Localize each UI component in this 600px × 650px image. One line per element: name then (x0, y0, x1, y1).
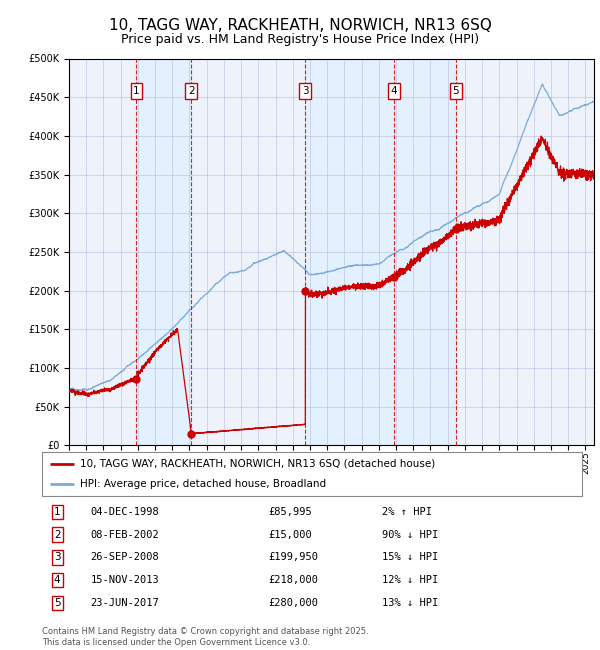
Text: 5: 5 (54, 598, 61, 608)
Text: 3: 3 (302, 86, 308, 96)
Text: 1: 1 (133, 86, 140, 96)
Bar (305, 58, 456, 445)
Text: £218,000: £218,000 (269, 575, 319, 585)
Text: Price paid vs. HM Land Registry's House Price Index (HPI): Price paid vs. HM Land Registry's House … (121, 32, 479, 46)
Text: 90% ↓ HPI: 90% ↓ HPI (382, 530, 439, 540)
Bar (136, 58, 191, 445)
Text: 08-FEB-2002: 08-FEB-2002 (91, 530, 160, 540)
Text: 4: 4 (391, 86, 397, 96)
Text: 10, TAGG WAY, RACKHEATH, NORWICH, NR13 6SQ (detached house): 10, TAGG WAY, RACKHEATH, NORWICH, NR13 6… (80, 459, 435, 469)
Text: Contains HM Land Registry data © Crown copyright and database right 2025.
This d: Contains HM Land Registry data © Crown c… (42, 627, 368, 647)
Text: 10, TAGG WAY, RACKHEATH, NORWICH, NR13 6SQ: 10, TAGG WAY, RACKHEATH, NORWICH, NR13 6… (109, 18, 491, 33)
Text: 15% ↓ HPI: 15% ↓ HPI (382, 552, 439, 562)
Text: 2: 2 (54, 530, 61, 540)
Text: 4: 4 (54, 575, 61, 585)
FancyBboxPatch shape (42, 452, 582, 496)
Text: 5: 5 (452, 86, 459, 96)
Text: £199,950: £199,950 (269, 552, 319, 562)
Text: 2: 2 (188, 86, 194, 96)
Text: £280,000: £280,000 (269, 598, 319, 608)
Text: 12% ↓ HPI: 12% ↓ HPI (382, 575, 439, 585)
Text: 23-JUN-2017: 23-JUN-2017 (91, 598, 160, 608)
Text: £85,995: £85,995 (269, 507, 313, 517)
Text: £15,000: £15,000 (269, 530, 313, 540)
Text: 04-DEC-1998: 04-DEC-1998 (91, 507, 160, 517)
Text: 15-NOV-2013: 15-NOV-2013 (91, 575, 160, 585)
Text: 13% ↓ HPI: 13% ↓ HPI (382, 598, 439, 608)
Text: HPI: Average price, detached house, Broadland: HPI: Average price, detached house, Broa… (80, 479, 326, 489)
Text: 1: 1 (54, 507, 61, 517)
Text: 3: 3 (54, 552, 61, 562)
Text: 2% ↑ HPI: 2% ↑ HPI (382, 507, 432, 517)
Text: 26-SEP-2008: 26-SEP-2008 (91, 552, 160, 562)
